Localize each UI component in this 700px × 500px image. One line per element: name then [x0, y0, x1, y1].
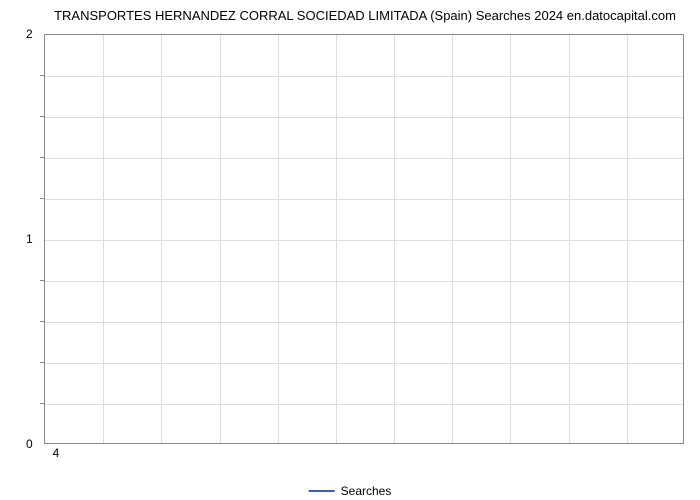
grid-horizontal: [45, 363, 683, 364]
grid-horizontal: [45, 158, 683, 159]
grid-vertical: [569, 35, 570, 443]
y-minor-tick: [40, 403, 44, 404]
y-tick-label: 0: [26, 437, 33, 451]
chart-container: TRANSPORTES HERNANDEZ CORRAL SOCIEDAD LI…: [0, 8, 700, 468]
legend: Searches: [309, 484, 392, 498]
grid-horizontal: [45, 76, 683, 77]
grid-horizontal: [45, 404, 683, 405]
legend-line: [309, 490, 335, 492]
grid-horizontal: [45, 322, 683, 323]
grid-horizontal: [45, 117, 683, 118]
grid-horizontal: [45, 281, 683, 282]
grid-vertical: [452, 35, 453, 443]
grid-horizontal: [45, 240, 683, 241]
y-tick-label: 2: [26, 27, 33, 41]
x-tick-label: 4: [53, 446, 60, 460]
y-minor-tick: [40, 198, 44, 199]
grid-vertical: [394, 35, 395, 443]
y-tick-label: 1: [26, 232, 33, 246]
y-minor-tick: [40, 321, 44, 322]
grid-vertical: [220, 35, 221, 443]
plot-area: [44, 34, 684, 444]
grid-vertical: [627, 35, 628, 443]
legend-label: Searches: [341, 484, 392, 498]
y-minor-tick: [40, 75, 44, 76]
grid-horizontal: [45, 199, 683, 200]
grid-vertical: [103, 35, 104, 443]
y-minor-tick: [40, 157, 44, 158]
grid-vertical: [161, 35, 162, 443]
grid-vertical: [336, 35, 337, 443]
grid-vertical: [510, 35, 511, 443]
y-minor-tick: [40, 116, 44, 117]
y-minor-tick: [40, 280, 44, 281]
chart-title: TRANSPORTES HERNANDEZ CORRAL SOCIEDAD LI…: [0, 8, 700, 23]
y-minor-tick: [40, 362, 44, 363]
grid-vertical: [278, 35, 279, 443]
